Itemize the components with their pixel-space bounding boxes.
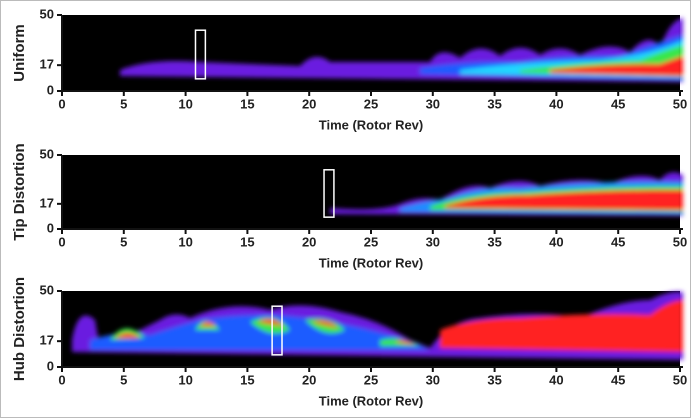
y-axis-label: Tip Distortion (11, 143, 28, 240)
highlight-box (323, 169, 335, 218)
spectrogram (72, 291, 683, 360)
x-tick-label: 20 (302, 372, 316, 387)
highlight-box (194, 29, 207, 80)
y-tick-label: 17 (40, 333, 54, 348)
x-tick-label: 5 (120, 96, 127, 111)
x-tick-label: 40 (549, 234, 563, 249)
y-tick-label: 17 (40, 195, 54, 210)
x-tick-label: 50 (673, 96, 687, 111)
x-tick-label: 15 (240, 372, 254, 387)
x-tick-label: 0 (58, 372, 65, 387)
x-tick-label: 25 (364, 372, 378, 387)
x-tick-label: 10 (178, 372, 192, 387)
x-axis-label: Time (Rotor Rev) (319, 255, 424, 270)
spectrogram (330, 172, 683, 216)
y-tick-label: 50 (40, 282, 54, 297)
x-tick-label: 25 (364, 96, 378, 111)
x-tick-label: 15 (240, 96, 254, 111)
y-tick-label: 0 (47, 358, 54, 373)
y-tick-label: 50 (40, 6, 54, 21)
x-tick-label: 10 (178, 96, 192, 111)
x-tick-label: 45 (611, 234, 625, 249)
x-tick-label: 5 (120, 372, 127, 387)
x-tick-label: 30 (426, 372, 440, 387)
x-tick-label: 50 (673, 372, 687, 387)
x-tick-label: 35 (487, 372, 501, 387)
x-tick-label: 40 (549, 372, 563, 387)
highlight-box (271, 305, 283, 356)
x-tick-label: 50 (673, 234, 687, 249)
x-tick-label: 20 (302, 234, 316, 249)
x-tick-label: 10 (178, 234, 192, 249)
x-tick-label: 35 (487, 96, 501, 111)
x-tick-label: 35 (487, 234, 501, 249)
spectrogram (120, 18, 683, 82)
y-tick-label: 0 (47, 82, 54, 97)
y-tick-label: 17 (40, 57, 54, 72)
y-axis-label: Uniform (11, 24, 28, 82)
x-tick-label: 5 (120, 234, 127, 249)
y-tick-label: 50 (40, 146, 54, 161)
x-tick-label: 0 (58, 96, 65, 111)
x-tick-label: 0 (58, 234, 65, 249)
y-axis-label: Hub Distortion (11, 277, 28, 381)
x-axis-label: Time (Rotor Rev) (319, 117, 424, 132)
x-tick-label: 30 (426, 234, 440, 249)
x-tick-label: 45 (611, 372, 625, 387)
y-tick-label: 0 (47, 220, 54, 235)
x-tick-label: 45 (611, 96, 625, 111)
x-axis-label: Time (Rotor Rev) (319, 393, 424, 408)
x-tick-label: 40 (549, 96, 563, 111)
x-tick-label: 25 (364, 234, 378, 249)
x-tick-label: 30 (426, 96, 440, 111)
x-tick-label: 15 (240, 234, 254, 249)
x-tick-label: 20 (302, 96, 316, 111)
